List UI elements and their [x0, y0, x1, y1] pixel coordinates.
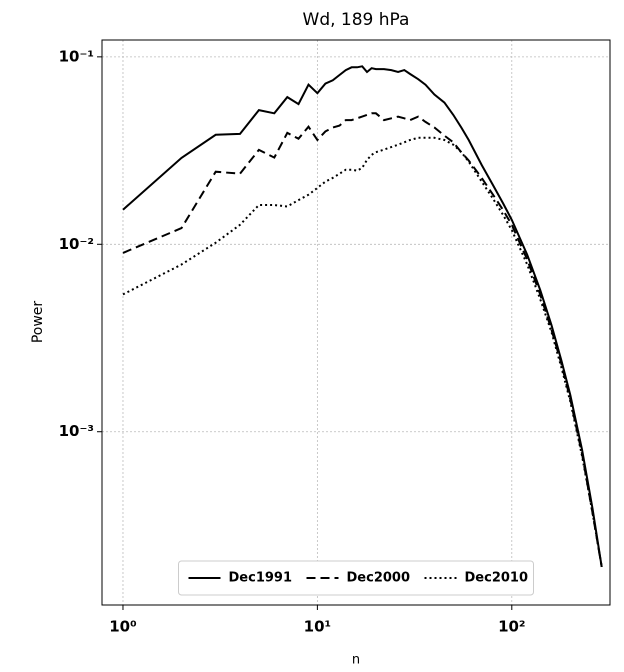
x-tick-label: 10⁰ [109, 618, 136, 636]
chart-title: Wd, 189 hPa [303, 10, 410, 30]
y-axis-label: Power [30, 301, 46, 344]
series-line [122, 136, 603, 568]
y-tick-label: 10⁻² [59, 235, 94, 253]
y-tick-label: 10⁻³ [59, 422, 94, 440]
y-tick-label: 10⁻¹ [59, 47, 94, 65]
legend: Dec1991 Dec2000 Dec2010 [178, 560, 534, 596]
legend-label: Dec1991 [229, 571, 293, 586]
plot-frame [101, 39, 611, 606]
x-tick-label: 10¹ [304, 618, 331, 636]
x-axis-label: n [352, 653, 360, 668]
legend-label: Dec2010 [465, 571, 529, 586]
x-tick-label: 10² [498, 618, 525, 636]
series-line [122, 112, 603, 568]
legend-label: Dec2000 [347, 571, 411, 586]
series-line [122, 65, 603, 568]
legend-box [178, 560, 534, 596]
